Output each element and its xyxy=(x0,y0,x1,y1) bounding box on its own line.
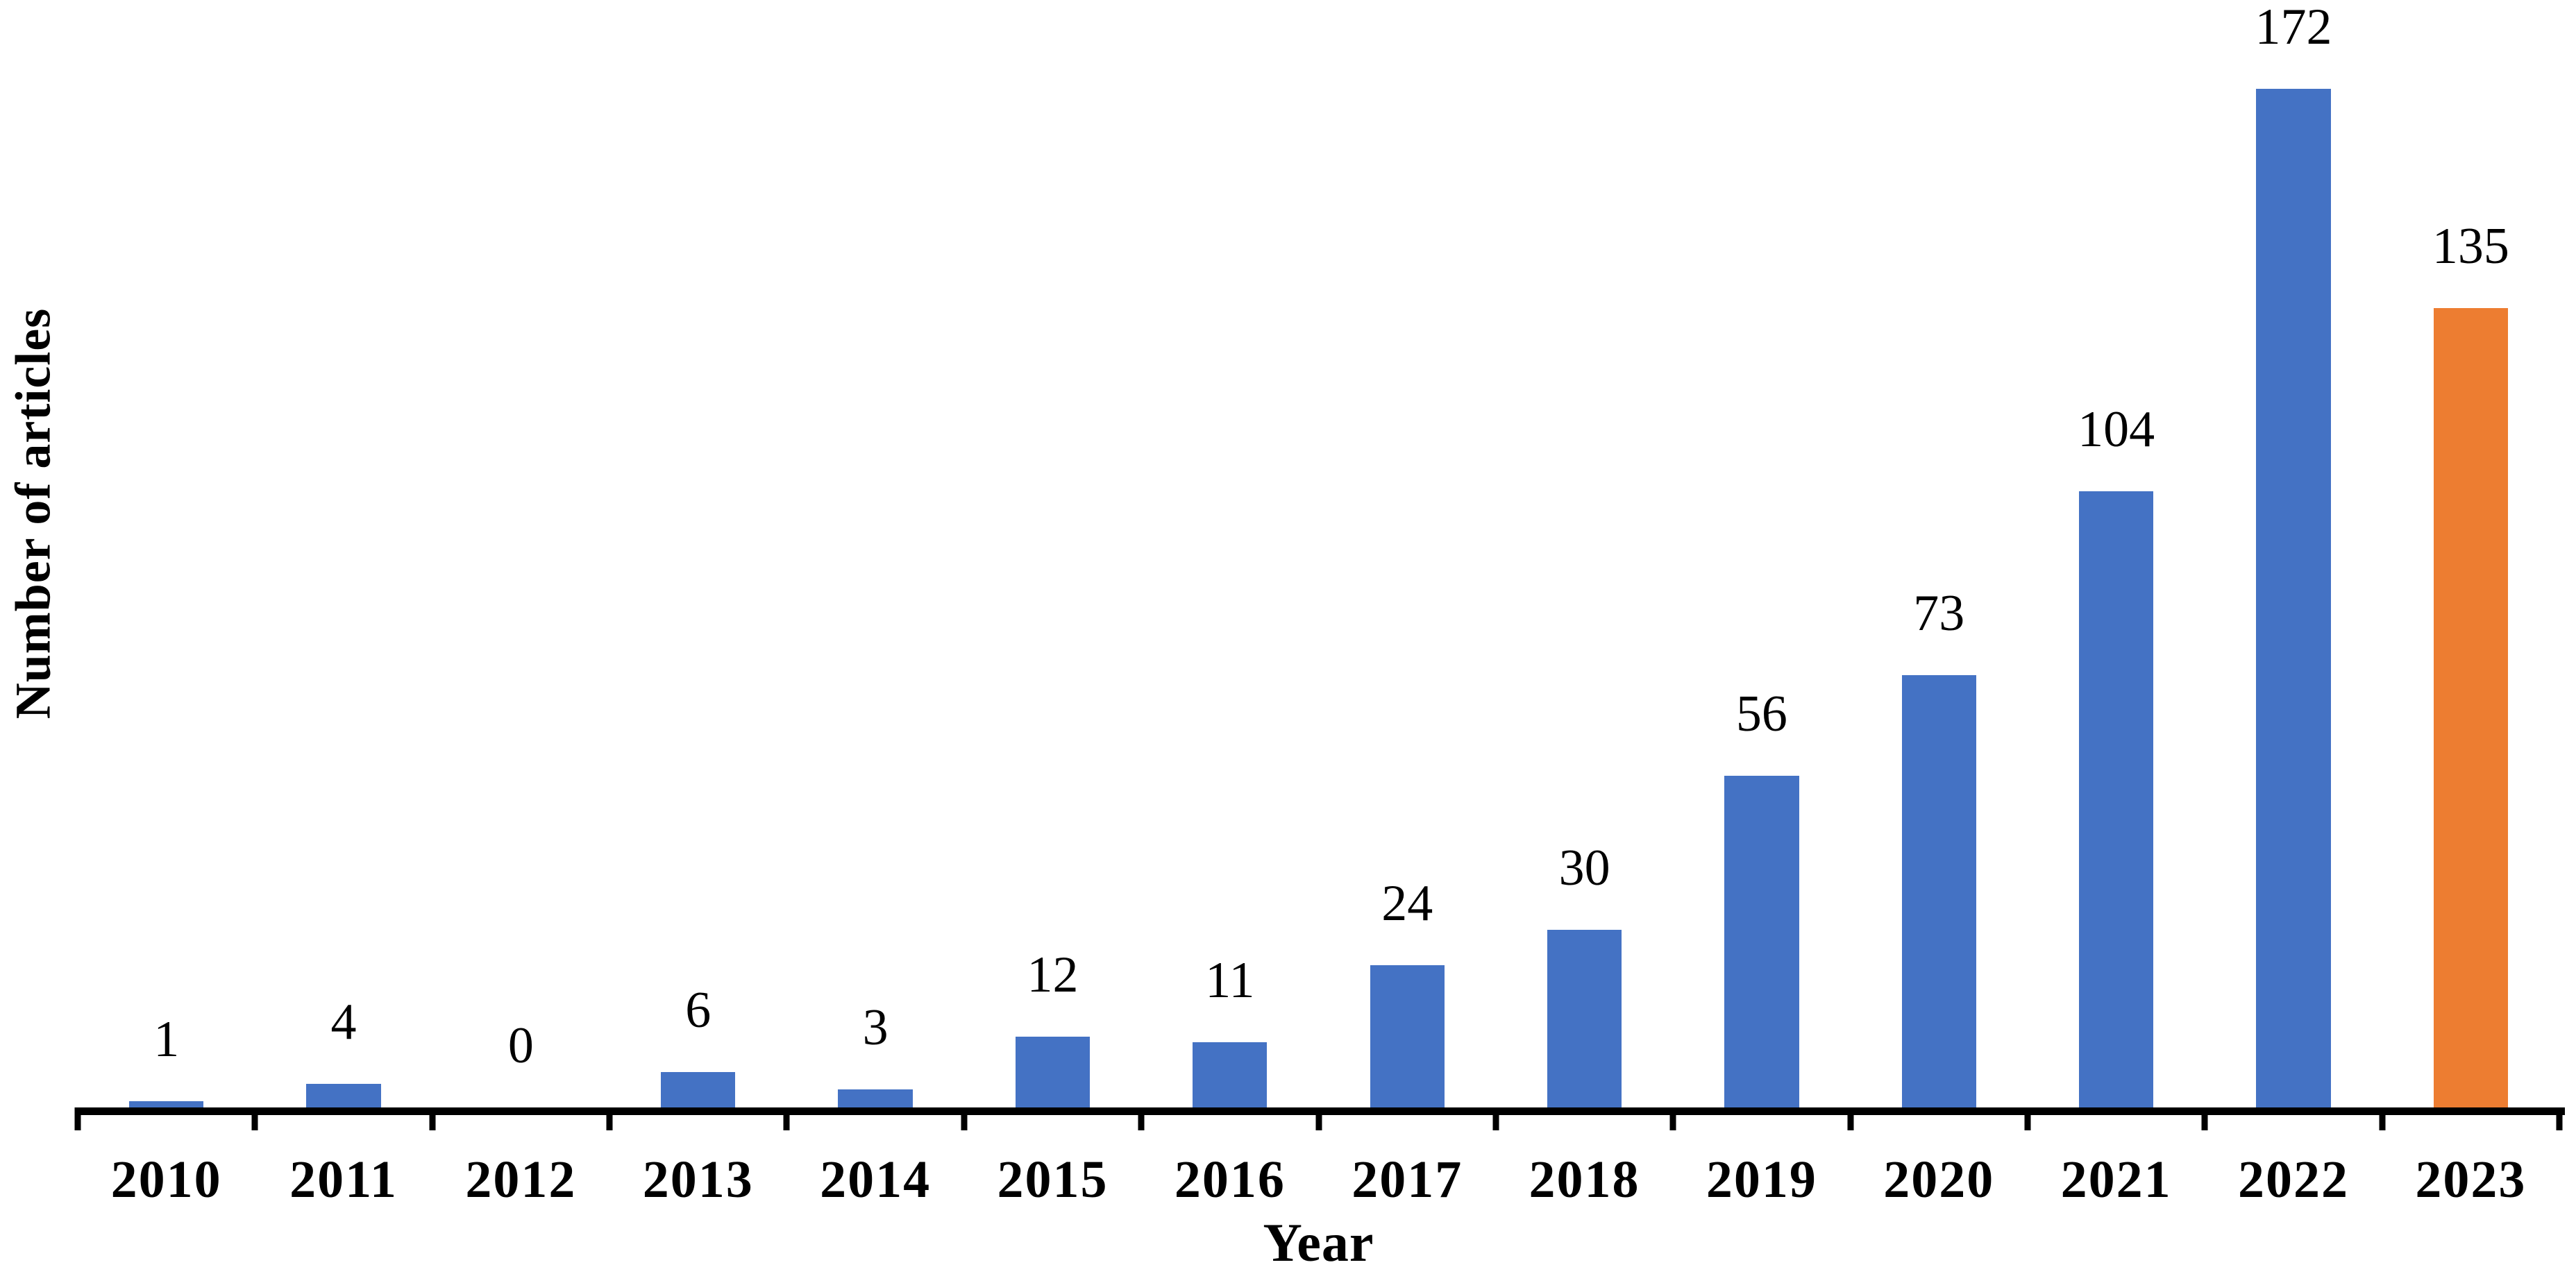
bar-value-label-2011: 4 xyxy=(330,993,357,1051)
bar-slot-2021: 104 xyxy=(2028,89,2205,1107)
bar-2016 xyxy=(1193,1042,1268,1107)
bar-slot-2012: 0 xyxy=(432,89,609,1107)
bar-value-label-2012: 0 xyxy=(507,1017,534,1074)
bar-value-label-2016: 11 xyxy=(1205,952,1255,1010)
bar-2013 xyxy=(661,1071,736,1107)
bar-2019 xyxy=(1724,776,1799,1107)
x-tick-label-2014: 2014 xyxy=(820,1150,932,1209)
x-tick-label-2019: 2019 xyxy=(1706,1150,1817,1209)
x-tick-label-2020: 2020 xyxy=(1883,1150,1995,1209)
x-axis-tick xyxy=(1138,1107,1145,1130)
x-axis-tick xyxy=(783,1107,790,1130)
x-tick-label-2017: 2017 xyxy=(1352,1150,1463,1209)
x-axis-tick xyxy=(2556,1107,2563,1130)
bar-2022 xyxy=(2256,89,2331,1107)
x-tick-label-2015: 2015 xyxy=(997,1150,1109,1209)
bar-value-label-2020: 73 xyxy=(1913,584,1965,642)
bar-value-label-2018: 30 xyxy=(1558,839,1610,897)
bar-value-label-2021: 104 xyxy=(2078,401,2155,459)
x-tick-label-2018: 2018 xyxy=(1529,1150,1640,1209)
bar-2018 xyxy=(1547,929,1622,1107)
x-axis-tick xyxy=(2024,1107,2031,1130)
bar-slot-2010: 1 xyxy=(78,89,255,1107)
x-tick-label-2011: 2011 xyxy=(289,1150,398,1209)
bar-2015 xyxy=(1015,1036,1091,1107)
x-axis-title: Year xyxy=(1263,1212,1374,1273)
bar-2014 xyxy=(838,1089,913,1107)
y-axis-title: Number of articles xyxy=(5,307,61,720)
bar-value-label-2023: 135 xyxy=(2432,217,2509,275)
bar-2023 xyxy=(2433,307,2508,1107)
bar-value-label-2022: 172 xyxy=(2255,0,2332,56)
x-axis-tick xyxy=(251,1107,258,1130)
x-tick-label-2012: 2012 xyxy=(465,1150,577,1209)
bar-slot-2018: 30 xyxy=(1496,89,1673,1107)
x-axis-tick xyxy=(2201,1107,2208,1130)
x-axis-tick xyxy=(74,1107,81,1130)
x-tick-label-2016: 2016 xyxy=(1174,1150,1286,1209)
bar-slot-2023: 135 xyxy=(2382,89,2559,1107)
x-tick-label-2021: 2021 xyxy=(2060,1150,2172,1209)
bar-2021 xyxy=(2079,491,2154,1107)
bar-2020 xyxy=(1901,674,1976,1107)
bar-value-label-2017: 24 xyxy=(1381,875,1433,933)
bar-slot-2014: 3 xyxy=(786,89,963,1107)
bar-slot-2022: 172 xyxy=(2205,1,2382,1107)
x-axis-tick xyxy=(429,1107,436,1130)
bar-2010 xyxy=(129,1101,204,1107)
bar-value-label-2013: 6 xyxy=(685,981,712,1039)
bar-slot-2015: 12 xyxy=(964,89,1141,1107)
x-axis-tick xyxy=(961,1107,968,1130)
bar-value-label-2019: 56 xyxy=(1735,686,1787,743)
bar-value-label-2014: 3 xyxy=(862,999,889,1057)
x-axis-tick xyxy=(606,1107,613,1130)
x-axis-tick xyxy=(2379,1107,2386,1130)
plot-area: 1 4 0 6 3 12 11 24 30 56 73 104 172 135 xyxy=(78,1,2559,1107)
x-tick-label-2010: 2010 xyxy=(110,1150,222,1209)
x-tick-label-2023: 2023 xyxy=(2415,1150,2527,1209)
bar-value-label-2010: 1 xyxy=(153,1011,180,1069)
bar-slot-2013: 6 xyxy=(609,89,786,1107)
bar-2017 xyxy=(1370,965,1445,1107)
x-tick-label-2013: 2013 xyxy=(642,1150,754,1209)
bar-value-label-2015: 12 xyxy=(1027,946,1079,1003)
x-axis-tick xyxy=(1315,1107,1322,1130)
x-axis-tick xyxy=(1492,1107,1499,1130)
x-axis-tick-labels: 2010 2011 2012 2013 2014 2015 2016 2017 2018 2019… xyxy=(78,1146,2559,1206)
bar-slot-2016: 11 xyxy=(1141,89,1318,1107)
x-tick-label-2022: 2022 xyxy=(2237,1150,2349,1209)
x-axis-tick xyxy=(1669,1107,1676,1130)
x-axis-ticks xyxy=(74,1107,2563,1130)
x-axis-tick xyxy=(1847,1107,1854,1130)
bar-slot-2017: 24 xyxy=(1319,89,1496,1107)
bar-slot-2019: 56 xyxy=(1673,89,1850,1107)
bar-2011 xyxy=(306,1083,381,1107)
bar-slot-2020: 73 xyxy=(1851,89,2028,1107)
bar-slot-2011: 4 xyxy=(255,89,432,1107)
